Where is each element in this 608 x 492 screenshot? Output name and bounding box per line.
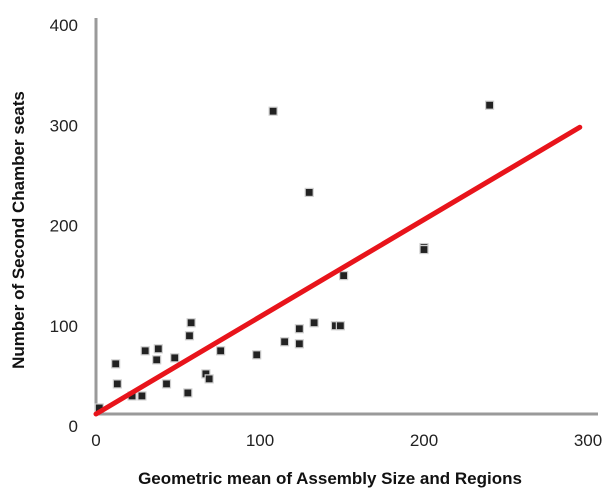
y-tick-label: 300 [50, 116, 78, 135]
data-point [183, 388, 193, 398]
x-axis-title: Geometric mean of Assembly Size and Regi… [138, 469, 522, 488]
data-point [280, 337, 290, 347]
data-point [485, 100, 495, 110]
data-points [94, 100, 495, 413]
x-tick-label: 0 [91, 431, 100, 450]
data-point [339, 271, 349, 281]
x-tick-label: 100 [246, 431, 274, 450]
data-point [294, 324, 304, 334]
y-tick-label: 0 [69, 417, 78, 436]
data-point [152, 355, 162, 365]
y-axis-title: Number of Second Chamber seats [9, 91, 28, 369]
data-point [186, 318, 196, 328]
y-tick-labels: 0 100 200 300 400 [50, 16, 78, 436]
data-point [161, 379, 172, 389]
y-tick-label: 400 [50, 16, 78, 35]
y-tick-label: 200 [50, 217, 78, 236]
data-point [294, 339, 304, 349]
data-point [204, 374, 214, 384]
data-point [216, 346, 226, 356]
fit-line [93, 124, 583, 417]
data-point [304, 187, 314, 198]
x-tick-labels: 0 100 200 300 [91, 431, 602, 450]
data-point [140, 346, 150, 356]
data-point [170, 353, 180, 363]
data-point [335, 321, 345, 331]
data-point [153, 344, 163, 354]
data-point [112, 379, 122, 389]
data-point [252, 350, 262, 360]
data-point [111, 359, 121, 369]
axes [94, 18, 598, 416]
y-tick-label: 100 [50, 317, 78, 336]
fit-line-group [93, 124, 583, 417]
x-tick-label: 300 [574, 431, 602, 450]
data-point [137, 391, 147, 401]
data-point [419, 244, 429, 255]
data-point [268, 106, 278, 116]
x-tick-label: 200 [410, 431, 438, 450]
data-point [309, 318, 319, 328]
data-point [184, 331, 195, 341]
